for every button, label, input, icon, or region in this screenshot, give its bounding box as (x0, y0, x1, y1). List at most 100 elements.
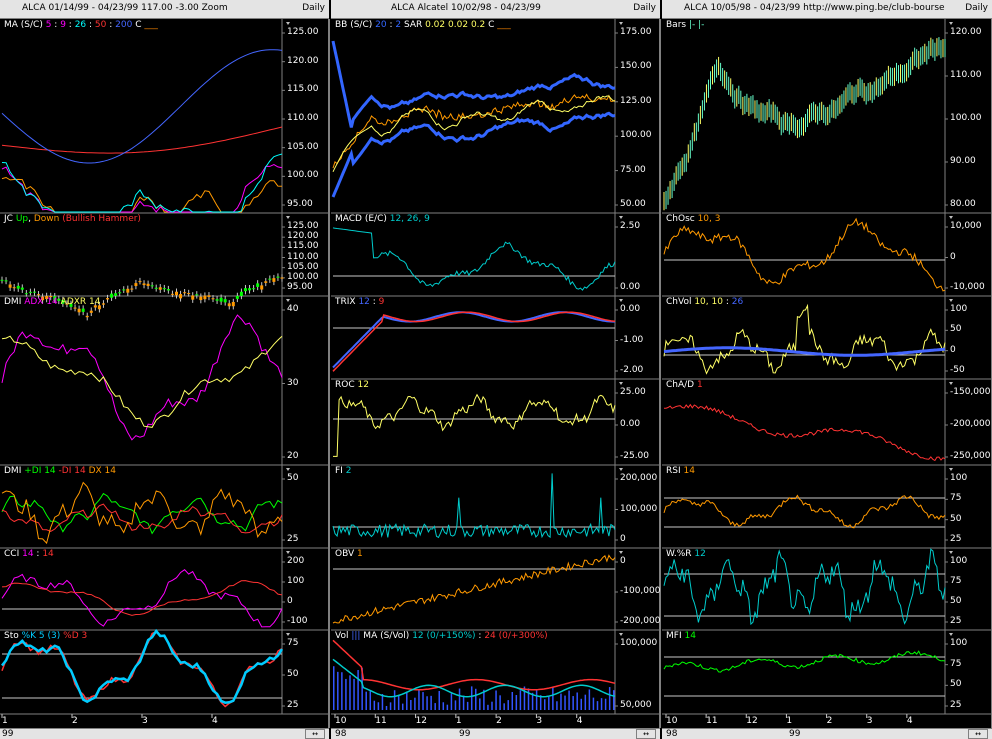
column-3-period-selector[interactable]: Daily (965, 3, 988, 13)
volume-bar (604, 698, 607, 710)
volume-bar (430, 695, 432, 710)
candle-body (126, 288, 130, 293)
volume-bar (600, 698, 603, 710)
axis-tick-label: 50 (950, 513, 962, 524)
axis-tick-label: 0.00 (620, 282, 641, 292)
axis-tick-label: 125.00 (287, 221, 319, 231)
axis-tick-label: -150,000 (950, 387, 991, 397)
candle-body (166, 289, 170, 291)
volume-bar (491, 701, 493, 710)
volume-bar (560, 693, 562, 710)
axis-tick-label: 25.00 (620, 387, 646, 397)
axis-tick-label: 50.00 (620, 199, 646, 209)
volume-bar (543, 699, 546, 710)
trix-signal-line (332, 311, 616, 372)
macd-line (332, 227, 616, 291)
axis-tick-label: 25 (950, 700, 962, 710)
volume-bar (337, 671, 339, 710)
column-2-header[interactable]: ALCA Alcatel 10/02/98 - 04/23/99 Daily (331, 0, 660, 19)
column-1-title: ALCA 01/14/99 - 04/23/99 117.00 -3.00 Zo… (22, 3, 228, 13)
stoch-k-line (1, 628, 284, 704)
axis-tick-label: 50 (950, 679, 962, 690)
volume-bar (592, 697, 595, 710)
volume-bar (438, 690, 440, 710)
panel-menu-icon (949, 382, 953, 385)
volume-bar (576, 692, 578, 710)
volume-bar (389, 702, 392, 710)
axis-tick-label: 95.00 (287, 199, 313, 209)
volume-bar (523, 686, 526, 710)
time-axis-label: 2 (72, 716, 78, 726)
time-axis-label: 1 (455, 716, 462, 726)
panel-menu-icon (286, 299, 290, 302)
axis-tick-label: 110.00 (287, 251, 319, 262)
candle-body (227, 303, 231, 307)
axis-tick-label: 105.00 (287, 141, 319, 152)
volume-bar (365, 691, 367, 710)
axis-tick-label: 10,000 (950, 221, 982, 231)
axis-tick-label: 200,000 (620, 473, 658, 483)
candle-body (49, 296, 53, 298)
volume-bar (539, 695, 542, 710)
column-3-title: ALCA 10/05/98 - 04/23/99 http://www.ping… (684, 3, 945, 13)
volume-bar (499, 695, 501, 710)
axis-tick-label: 115.00 (287, 241, 319, 252)
column-2-timebar: 98 99 ↔ (331, 728, 660, 739)
volume-bar (357, 670, 359, 710)
dx-line (1, 481, 283, 545)
time-axis-label: 2 (496, 716, 502, 726)
candle-body (130, 288, 134, 290)
volume-bar (426, 696, 428, 710)
volume-bar (377, 702, 380, 710)
axis-tick-label: 100,000 (620, 503, 658, 514)
axis-tick-label: -1.00 (620, 334, 644, 345)
candle-body (150, 285, 154, 287)
candle-body (174, 291, 178, 296)
volume-bar (483, 689, 485, 710)
volume-bar (608, 687, 611, 710)
candle-body (106, 298, 110, 300)
candle-body (110, 293, 114, 298)
volume-bar (385, 705, 388, 710)
axis-tick-label: 25 (287, 700, 299, 710)
axis-tick-label: -200,000 (950, 419, 991, 429)
axis-tick-label: 25 (950, 534, 962, 544)
axis-tick-label: 100.00 (287, 170, 319, 181)
panel-menu-icon (286, 468, 290, 471)
volume-bar (572, 696, 574, 710)
panel-menu-icon (949, 468, 953, 471)
axis-tick-label: 95.00 (287, 282, 313, 292)
axis-tick-label: 75 (287, 638, 299, 648)
time-axis-label: 10 (666, 716, 678, 726)
axis-tick-label: 75 (950, 658, 962, 669)
panel-menu-icon (286, 216, 290, 219)
axis-tick-label: 20 (287, 451, 299, 461)
volume-bar (361, 667, 363, 710)
volume-bar (531, 692, 534, 710)
adx-line (1, 314, 283, 441)
ma-50-line (1, 126, 283, 154)
volume-bar (556, 701, 558, 710)
column-3-header[interactable]: ALCA 10/05/98 - 04/23/99 http://www.ping… (662, 0, 992, 19)
panel-menu-icon (619, 382, 623, 385)
candle-body (12, 287, 16, 289)
volume-bar (393, 690, 396, 710)
column-1-period-selector[interactable]: Daily (302, 3, 325, 13)
time-axis-label: 4 (906, 716, 913, 726)
column-3-timebar: 98 99 ↔ (662, 728, 992, 739)
stoch-d-line (1, 630, 283, 708)
volume-bar (519, 690, 522, 710)
rsi-line (663, 494, 946, 529)
roc-line (333, 393, 616, 457)
column-1-header[interactable]: ALCA 01/14/99 - 04/23/99 117.00 -3.00 Zo… (0, 0, 329, 19)
chaikin-volatility-line (663, 303, 946, 375)
ma-26-line (1, 153, 283, 213)
time-axis-label: 4 (212, 716, 218, 726)
williams-r-line (663, 548, 946, 626)
column-2-period-selector[interactable]: Daily (633, 3, 656, 13)
volume-bar (450, 693, 453, 710)
candle-body (0, 279, 4, 281)
time-axis-label: 3 (866, 716, 873, 726)
candle-body (73, 307, 77, 309)
